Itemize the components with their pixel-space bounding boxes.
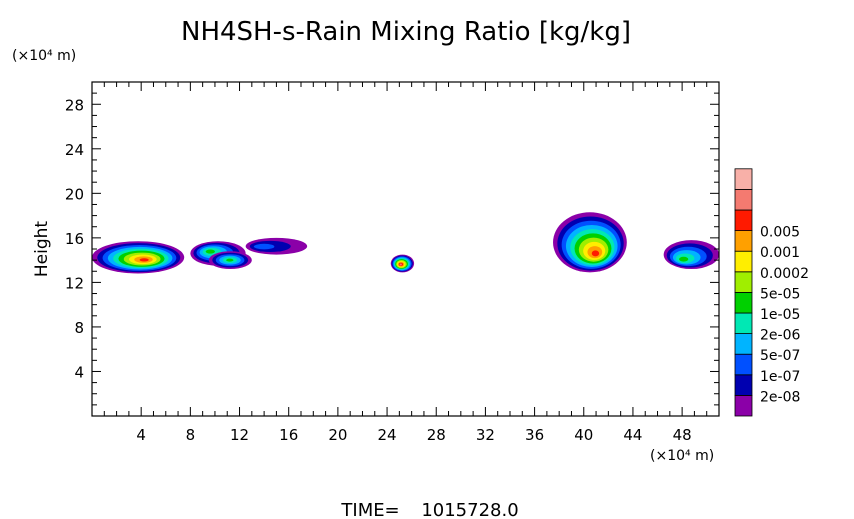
colorbar-label: 1e-05	[760, 307, 800, 323]
x-tick-label: 4	[136, 426, 146, 444]
contour-feature-5	[553, 212, 627, 273]
x-tick-label: 12	[230, 426, 249, 444]
colorbar-swatch	[734, 353, 753, 376]
axis-ticks	[92, 82, 719, 416]
y-tick-label: 4	[74, 363, 84, 381]
x-tick-label: 48	[673, 426, 692, 444]
contour-feature-2	[208, 251, 252, 270]
contour-level-2	[253, 243, 275, 250]
contour-fields	[92, 212, 719, 274]
colorbar-swatch	[734, 271, 753, 293]
contour-level-9	[591, 250, 600, 257]
x-tick-label: 8	[186, 426, 196, 444]
time-value: 1015728.0	[421, 500, 518, 519]
y-tick-label: 8	[74, 319, 84, 337]
y-tick-label: 24	[65, 141, 84, 159]
y-tick-label: 20	[65, 185, 84, 203]
x-tick-label: 20	[328, 426, 347, 444]
colorbar-swatch	[734, 188, 753, 211]
contour-level-5	[205, 249, 215, 254]
contour-level-5	[679, 256, 689, 262]
x-tick-label: 28	[427, 426, 446, 444]
colorbar-label: 0.001	[760, 245, 800, 261]
chart-title: NH4SH-s-Rain Mixing Ratio [kg/kg]	[181, 17, 631, 47]
colorbar-swatch	[734, 168, 753, 190]
contour-feature-4	[390, 254, 415, 273]
colorbar-label: 0.0002	[760, 266, 809, 282]
colorbar-label: 5e-05	[760, 286, 800, 302]
y-tick-label: 16	[65, 230, 84, 248]
colorbar-swatch	[734, 394, 753, 417]
colorbar: 2e-08 1e-07 5e-07 2e-06 1e-05 5e-05 0.0002 0.00…	[734, 168, 809, 417]
contour-level-9	[139, 258, 149, 262]
y-tick-label: 12	[65, 274, 84, 292]
colorbar-swatch	[734, 333, 753, 355]
x-tick-label: 44	[623, 426, 642, 444]
colorbar-swatch	[734, 374, 753, 396]
colorbar-swatch	[734, 230, 753, 252]
colorbar-label: 2e-08	[760, 389, 800, 405]
colorbar-label: 1e-07	[760, 369, 800, 385]
y-tick-label: 28	[65, 96, 84, 114]
colorbar-label: 0.005	[760, 225, 800, 241]
colorbar-swatch	[734, 312, 753, 335]
colorbar-label: 5e-07	[760, 348, 800, 364]
contour-feature-6	[663, 240, 719, 270]
colorbar-swatch	[734, 291, 753, 314]
x-tick-label: 36	[525, 426, 544, 444]
y-axis-unit: (×10⁴ m)	[12, 48, 76, 64]
contour-feature-0	[92, 241, 185, 274]
contour-feature-3	[245, 237, 308, 255]
colorbar-swatch	[734, 209, 753, 232]
time-equals: =	[384, 500, 399, 519]
x-tick-label: 16	[279, 426, 298, 444]
x-tick-label: 24	[378, 426, 397, 444]
x-tick-label: 32	[476, 426, 495, 444]
x-axis-unit: (×10⁴ m)	[650, 448, 714, 464]
colorbar-swatch	[734, 250, 753, 273]
colorbar-label: 2e-06	[760, 328, 800, 344]
time-label: TIME	[340, 500, 384, 519]
x-tick-label: 40	[574, 426, 593, 444]
y-axis-label: Height	[32, 221, 52, 278]
contour-level-10	[399, 263, 402, 266]
contour-level-5	[226, 258, 234, 262]
